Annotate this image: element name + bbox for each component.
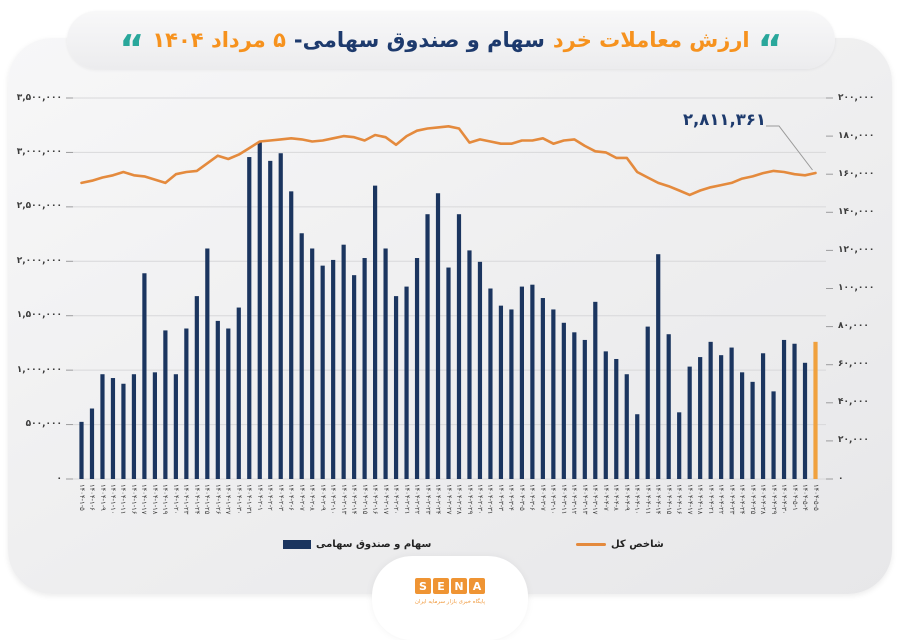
volume-bar bbox=[530, 284, 535, 479]
line-series-swatch bbox=[576, 542, 606, 546]
annotation-leader-line bbox=[766, 125, 813, 171]
volume-bar bbox=[289, 191, 294, 479]
volume-bar bbox=[215, 320, 220, 479]
volume-bar bbox=[677, 412, 682, 479]
volume-bar bbox=[435, 193, 441, 479]
volume-bar bbox=[446, 267, 451, 479]
volume-bar bbox=[79, 421, 84, 479]
volume-bar bbox=[142, 273, 147, 479]
volume-bar bbox=[205, 248, 210, 479]
volume-bar bbox=[687, 366, 692, 479]
volume-bar bbox=[771, 391, 776, 479]
volume-bar bbox=[561, 322, 566, 479]
volume-bar bbox=[110, 378, 116, 479]
volume-bar bbox=[247, 157, 252, 479]
volume-bar bbox=[456, 214, 462, 479]
title-banner: “ ارزش معاملات خرد سهام و صندوق سهامی- ۵… bbox=[67, 11, 835, 69]
logo-letter-n: N bbox=[451, 578, 467, 594]
volume-bar bbox=[383, 248, 388, 479]
volume-bar bbox=[184, 328, 189, 479]
volume-bar-highlighted bbox=[813, 341, 818, 479]
volume-bar bbox=[268, 160, 273, 480]
volume-bar bbox=[320, 265, 325, 479]
volume-bar bbox=[802, 362, 808, 479]
volume-bar bbox=[509, 309, 514, 479]
volume-bar bbox=[100, 374, 105, 479]
volume-bar bbox=[488, 288, 493, 479]
title-part-stocks-funds: سهام و صندوق سهامی- bbox=[293, 28, 545, 52]
volume-bar bbox=[352, 275, 357, 479]
volume-bar bbox=[719, 355, 724, 479]
volume-bar bbox=[645, 326, 650, 479]
volume-bar bbox=[572, 332, 577, 479]
volume-bar bbox=[729, 347, 734, 479]
volume-bar bbox=[341, 244, 346, 479]
volume-bar bbox=[781, 339, 787, 479]
volume-bar bbox=[467, 250, 472, 479]
volume-bar bbox=[498, 305, 504, 479]
index-line bbox=[80, 125, 817, 197]
volume-bar bbox=[414, 258, 420, 479]
volume-bar bbox=[698, 357, 703, 479]
volume-bar bbox=[310, 248, 315, 479]
volume-bar bbox=[393, 296, 399, 479]
volume-bar bbox=[708, 341, 713, 479]
volume-bar bbox=[278, 153, 283, 479]
volume-bar bbox=[614, 358, 619, 479]
volume-bar bbox=[624, 374, 629, 479]
combo-chart bbox=[66, 97, 833, 480]
volume-bar bbox=[131, 374, 137, 479]
volume-bar bbox=[603, 351, 608, 479]
volume-bar bbox=[593, 301, 598, 479]
volume-bar bbox=[425, 214, 430, 479]
volume-bar bbox=[194, 296, 199, 479]
volume-bar bbox=[740, 372, 745, 479]
volume-bar bbox=[477, 261, 483, 479]
volume-bar bbox=[750, 381, 755, 479]
legend-entry-bars: سهام و صندوق سهامی bbox=[283, 537, 431, 551]
volume-bar bbox=[257, 141, 262, 479]
volume-bar bbox=[331, 259, 336, 479]
volume-bar bbox=[152, 372, 157, 479]
volume-bar bbox=[121, 383, 126, 479]
volume-bar bbox=[362, 258, 367, 479]
volume-bar bbox=[635, 414, 640, 479]
volume-bar bbox=[236, 307, 241, 479]
sena-logo-tiles: S E N A bbox=[372, 578, 528, 594]
volume-bar bbox=[792, 343, 797, 479]
legend-entry-index: شاخص کل bbox=[576, 537, 664, 551]
volume-bar bbox=[656, 254, 661, 479]
sena-logo: S E N A پایگاه خبری بازار سرمایه ایران bbox=[372, 556, 528, 640]
volume-bar bbox=[163, 330, 168, 479]
logo-letter-s: S bbox=[415, 578, 431, 594]
line-series-label: شاخص کل bbox=[611, 538, 664, 550]
volume-bar bbox=[226, 328, 231, 479]
bar-series-label: سهام و صندوق سهامی bbox=[316, 538, 432, 550]
volume-bar bbox=[173, 374, 178, 479]
index-value-annotation: ۲,۸۱۱,۳۶۱ bbox=[682, 110, 766, 129]
volume-bar bbox=[582, 339, 587, 479]
title-part-trades: ارزش معاملات خرد bbox=[552, 28, 750, 52]
title-part-date: ۵ مرداد ۱۴۰۴ bbox=[152, 28, 286, 52]
volume-bar bbox=[760, 353, 766, 479]
volume-bar bbox=[299, 233, 304, 479]
logo-letter-e: E bbox=[433, 578, 449, 594]
volume-bar bbox=[89, 408, 95, 479]
volume-bar bbox=[540, 298, 545, 479]
volume-bar bbox=[666, 334, 671, 479]
logo-letter-a: A bbox=[469, 578, 485, 594]
volume-bar bbox=[519, 286, 524, 479]
bar-series-swatch bbox=[283, 539, 311, 549]
sena-logo-caption: پایگاه خبری بازار سرمایه ایران bbox=[414, 599, 486, 605]
volume-bar bbox=[404, 286, 409, 479]
volume-bar bbox=[373, 185, 378, 479]
volume-bar bbox=[551, 309, 556, 479]
